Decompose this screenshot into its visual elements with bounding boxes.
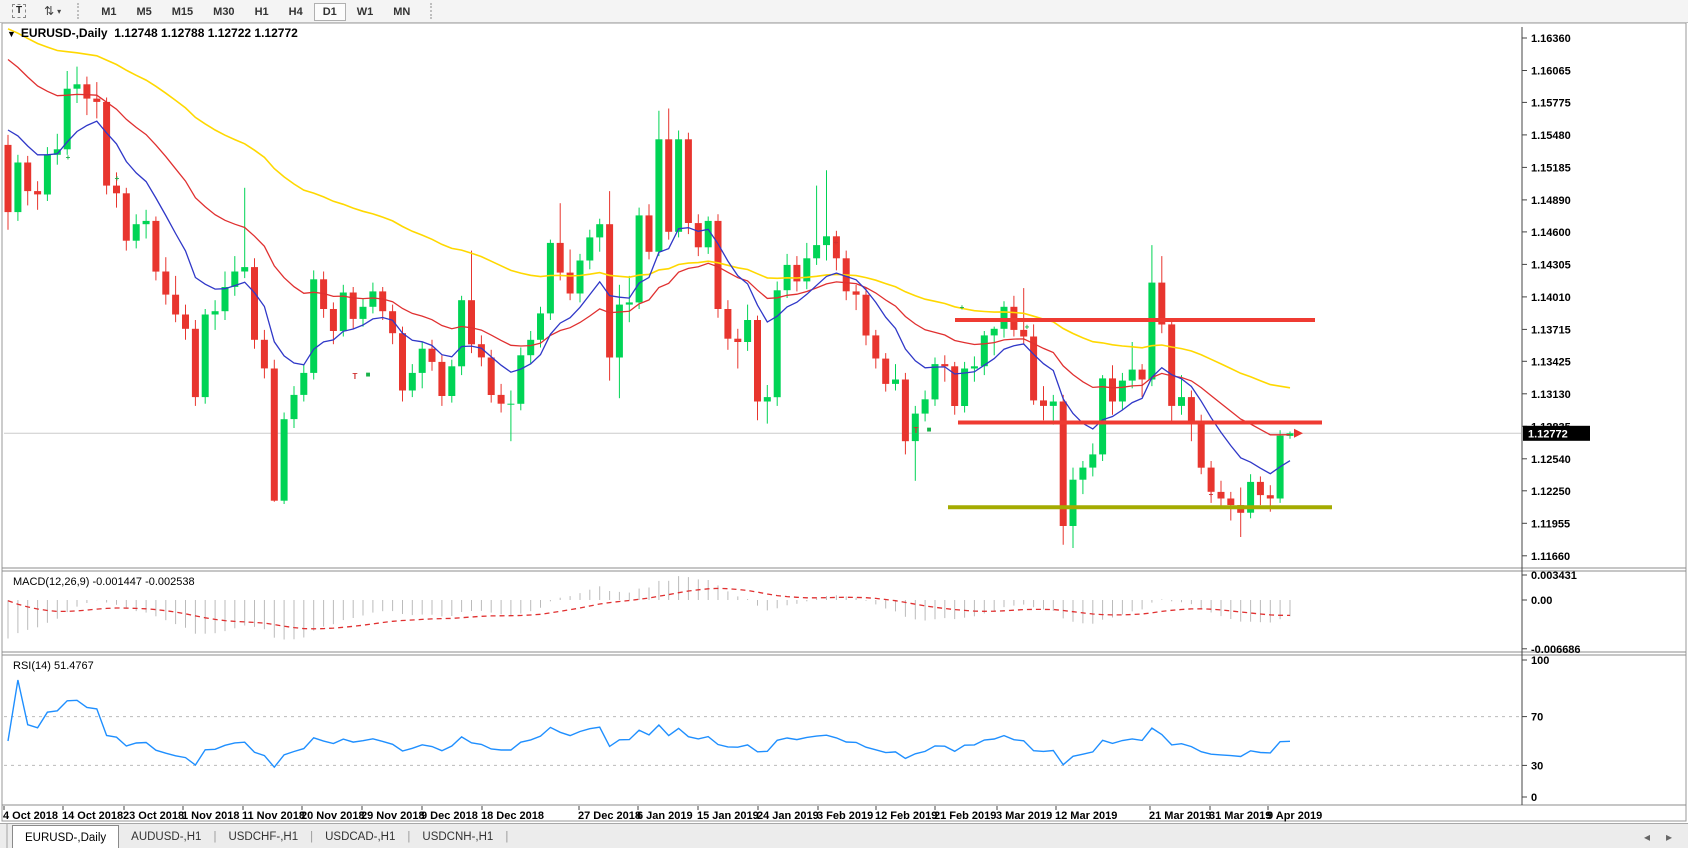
svg-text:+: +	[115, 174, 120, 183]
chart-tab-usdcnhh1[interactable]: USDCNH-,H1	[422, 830, 494, 843]
svg-text:1.15185: 1.15185	[1531, 162, 1571, 174]
svg-text:27 Dec 2018: 27 Dec 2018	[578, 810, 641, 822]
svg-text:1.13715: 1.13715	[1531, 324, 1571, 336]
timeframe-button-h4[interactable]: H4	[280, 3, 312, 21]
svg-text:1.16360: 1.16360	[1531, 33, 1571, 45]
svg-text:1.13425: 1.13425	[1531, 356, 1571, 368]
svg-text:+: +	[1209, 490, 1214, 499]
arrange-charts-button[interactable]: ⇅ ▾	[38, 2, 67, 20]
timeframe-group: M1 M5 M15 M30 H1 H4 D1 W1 MN	[91, 2, 420, 21]
timeframe-button-h1[interactable]: H1	[246, 3, 278, 21]
svg-text:21 Mar 2019: 21 Mar 2019	[1149, 810, 1211, 822]
svg-text:30: 30	[1531, 760, 1543, 772]
svg-text:12 Mar 2019: 12 Mar 2019	[1055, 810, 1117, 822]
chart-title: ▼ EURUSD-,Daily 1.12748 1.12788 1.12722 1…	[7, 26, 298, 40]
svg-text:70: 70	[1531, 712, 1543, 724]
timeframe-button-m5[interactable]: M5	[127, 3, 160, 21]
chart-ohlc-values: 1.12748 1.12788 1.12722 1.12772	[114, 26, 298, 40]
tab-separator: |	[407, 830, 411, 843]
macd-label: MACD(12,26,9) -0.001447 -0.002538	[13, 576, 195, 588]
svg-text:24 Jan 2019: 24 Jan 2019	[757, 810, 819, 822]
svg-text:6 Jan 2019: 6 Jan 2019	[637, 810, 693, 822]
chart-tab-bar: EURUSD-,Daily AUDUSD-,H1 | USDCHF-,H1 | USDCA…	[0, 823, 1688, 848]
svg-text:1.15480: 1.15480	[1531, 130, 1571, 142]
chart-tabs: EURUSD-,Daily AUDUSD-,H1 | USDCHF-,H1 | USDCA…	[12, 824, 508, 848]
svg-text:15 Jan 2019: 15 Jan 2019	[697, 810, 759, 822]
svg-text:100: 100	[1531, 655, 1549, 667]
svg-text:23 Oct 2018: 23 Oct 2018	[123, 810, 184, 822]
svg-text:1.12250: 1.12250	[1531, 486, 1571, 498]
chart-dropdown-icon[interactable]: ▼	[7, 29, 16, 39]
svg-text:0: 0	[1531, 792, 1537, 804]
svg-text:1.14890: 1.14890	[1531, 195, 1571, 207]
svg-text:31 Mar 2019: 31 Mar 2019	[1209, 810, 1271, 822]
svg-text:1.14305: 1.14305	[1531, 259, 1571, 271]
svg-text:-0.006686: -0.006686	[1531, 644, 1581, 656]
svg-text:9 Apr 2019: 9 Apr 2019	[1267, 810, 1322, 822]
svg-text:21 Feb 2019: 21 Feb 2019	[934, 810, 996, 822]
svg-text:1 Nov 2018: 1 Nov 2018	[182, 810, 239, 822]
svg-text:11 Nov 2018: 11 Nov 2018	[242, 810, 305, 822]
timeframe-button-m1[interactable]: M1	[92, 3, 125, 21]
svg-text:0.00: 0.00	[1531, 595, 1552, 607]
svg-text:0.003431: 0.003431	[1531, 570, 1577, 582]
tabbar-grip	[0, 824, 8, 848]
svg-text:■: ■	[366, 370, 371, 379]
svg-text:■: ■	[927, 425, 932, 434]
svg-text:3 Feb 2019: 3 Feb 2019	[817, 810, 873, 822]
svg-text:20 Nov 2018: 20 Nov 2018	[301, 810, 365, 822]
text-tool-button[interactable]: T	[6, 2, 32, 20]
svg-text:1.11955: 1.11955	[1531, 518, 1570, 530]
svg-text:1.16065: 1.16065	[1531, 66, 1571, 78]
timeframe-button-m15[interactable]: M15	[163, 3, 202, 21]
tabs-scroll-left-icon[interactable]: ◂	[1643, 829, 1650, 844]
svg-text:+: +	[834, 238, 839, 247]
toolbar: T ⇅ ▾ M1 M5 M15 M30 H1 H4 D1 W1 MN	[0, 0, 1688, 23]
svg-text:+: +	[1025, 323, 1030, 332]
svg-text:T: T	[914, 426, 919, 435]
tabs-scroll-right-icon[interactable]: ▸	[1665, 829, 1672, 844]
tab-separator: |	[213, 830, 217, 843]
chart-tab-eurusddaily[interactable]: EURUSD-,Daily	[12, 825, 120, 848]
timeframe-button-m30[interactable]: M30	[204, 3, 243, 21]
timeframe-button-mn[interactable]: MN	[384, 3, 419, 21]
svg-text:1.12772: 1.12772	[1528, 428, 1568, 440]
svg-text:+: +	[66, 153, 71, 162]
rsi-label: RSI(14) 51.4767	[13, 660, 94, 672]
svg-text:1.12540: 1.12540	[1531, 454, 1571, 466]
chart-tab-audusdh1[interactable]: AUDUSD-,H1	[131, 830, 202, 843]
tab-separator: |	[505, 830, 509, 843]
svg-text:1.13130: 1.13130	[1531, 389, 1571, 401]
toolbar-grip-2	[430, 3, 436, 19]
svg-text:1.15775: 1.15775	[1531, 97, 1571, 109]
toolbar-grip	[77, 3, 83, 19]
svg-text:+: +	[960, 303, 965, 312]
text-tool-icon: T	[12, 4, 27, 18]
tab-separator: |	[310, 830, 314, 843]
timeframe-button-d1[interactable]: D1	[313, 2, 346, 21]
svg-text:9 Dec 2018: 9 Dec 2018	[421, 810, 478, 822]
svg-text:1.14600: 1.14600	[1531, 227, 1571, 239]
svg-text:18 Dec 2018: 18 Dec 2018	[481, 810, 544, 822]
arrange-icon: ⇅	[44, 4, 55, 18]
chart-symbol-period: EURUSD-,Daily	[20, 26, 108, 40]
svg-text:T: T	[353, 372, 358, 381]
svg-text:14 Oct 2018: 14 Oct 2018	[62, 810, 123, 822]
svg-text:1.14010: 1.14010	[1531, 292, 1571, 304]
timeframe-button-w1[interactable]: W1	[348, 3, 383, 21]
svg-text:12 Feb 2019: 12 Feb 2019	[875, 810, 937, 822]
chevron-down-icon: ▾	[57, 6, 62, 16]
svg-text:3 Mar 2019: 3 Mar 2019	[996, 810, 1052, 822]
svg-text:29 Nov 2018: 29 Nov 2018	[361, 810, 425, 822]
svg-text:4 Oct 2018: 4 Oct 2018	[3, 810, 58, 822]
svg-text:1.11660: 1.11660	[1531, 551, 1570, 563]
chart-tab-usdcadh1[interactable]: USDCAD-,H1	[325, 830, 396, 843]
chart-tab-usdchfh1[interactable]: USDCHF-,H1	[228, 830, 299, 843]
